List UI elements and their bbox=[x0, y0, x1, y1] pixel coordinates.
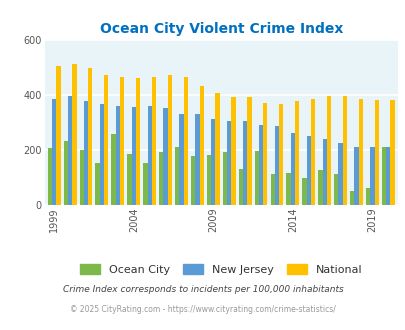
Bar bbox=[190, 156, 195, 205]
Bar bbox=[390, 100, 394, 205]
Bar bbox=[231, 97, 235, 205]
Bar bbox=[147, 106, 151, 205]
Bar bbox=[68, 96, 72, 205]
Bar bbox=[294, 102, 298, 205]
Bar bbox=[100, 104, 104, 205]
Bar bbox=[127, 154, 131, 205]
Bar bbox=[306, 136, 310, 205]
Bar bbox=[270, 174, 274, 205]
Legend: Ocean City, New Jersey, National: Ocean City, New Jersey, National bbox=[75, 260, 366, 279]
Bar bbox=[163, 108, 167, 205]
Bar bbox=[211, 119, 215, 205]
Bar bbox=[358, 99, 362, 205]
Bar bbox=[167, 75, 172, 205]
Bar bbox=[374, 100, 378, 205]
Bar bbox=[131, 107, 136, 205]
Bar bbox=[159, 152, 163, 205]
Bar bbox=[381, 147, 385, 205]
Bar bbox=[72, 64, 77, 205]
Bar bbox=[136, 78, 140, 205]
Bar bbox=[95, 163, 100, 205]
Bar bbox=[222, 152, 226, 205]
Bar bbox=[310, 99, 314, 205]
Bar bbox=[183, 77, 188, 205]
Bar bbox=[278, 104, 283, 205]
Bar bbox=[226, 121, 231, 205]
Bar bbox=[349, 191, 354, 205]
Bar bbox=[52, 99, 56, 205]
Bar bbox=[247, 97, 251, 205]
Bar bbox=[115, 106, 120, 205]
Bar bbox=[286, 173, 290, 205]
Bar bbox=[88, 69, 92, 205]
Bar bbox=[64, 141, 68, 205]
Bar bbox=[120, 77, 124, 205]
Bar bbox=[175, 147, 179, 205]
Bar bbox=[143, 163, 147, 205]
Title: Ocean City Violent Crime Index: Ocean City Violent Crime Index bbox=[99, 22, 342, 36]
Bar bbox=[385, 147, 390, 205]
Bar bbox=[369, 147, 374, 205]
Bar bbox=[56, 66, 60, 205]
Text: © 2025 CityRating.com - https://www.cityrating.com/crime-statistics/: © 2025 CityRating.com - https://www.city… bbox=[70, 305, 335, 314]
Bar bbox=[111, 135, 115, 205]
Bar bbox=[333, 174, 338, 205]
Bar bbox=[151, 77, 156, 205]
Bar bbox=[215, 93, 219, 205]
Bar bbox=[242, 121, 247, 205]
Bar bbox=[318, 170, 322, 205]
Bar bbox=[79, 149, 84, 205]
Bar bbox=[238, 169, 242, 205]
Bar bbox=[262, 103, 267, 205]
Bar bbox=[104, 75, 108, 205]
Bar bbox=[290, 133, 294, 205]
Bar bbox=[207, 155, 211, 205]
Bar bbox=[322, 139, 326, 205]
Bar bbox=[338, 143, 342, 205]
Bar bbox=[326, 96, 330, 205]
Bar bbox=[48, 148, 52, 205]
Text: Crime Index corresponds to incidents per 100,000 inhabitants: Crime Index corresponds to incidents per… bbox=[62, 285, 343, 294]
Bar bbox=[195, 114, 199, 205]
Bar bbox=[342, 96, 346, 205]
Bar bbox=[274, 126, 278, 205]
Bar bbox=[179, 114, 183, 205]
Bar bbox=[84, 102, 88, 205]
Bar bbox=[199, 86, 203, 205]
Bar bbox=[258, 125, 262, 205]
Bar bbox=[354, 147, 358, 205]
Bar bbox=[302, 179, 306, 205]
Bar bbox=[365, 188, 369, 205]
Bar bbox=[254, 151, 258, 205]
